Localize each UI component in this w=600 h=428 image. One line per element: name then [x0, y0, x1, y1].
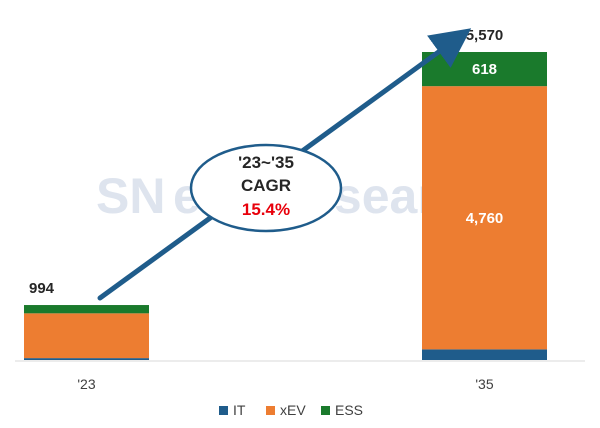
- segment-label-ess-2: 618: [472, 61, 497, 78]
- bar-segment-ess-1: [24, 305, 149, 314]
- total-label-2: 5,570: [466, 27, 504, 44]
- legend-label-ess: ESS: [335, 402, 363, 418]
- cagr-period: '23~'35: [238, 153, 294, 172]
- legend: IT xEV ESS: [219, 402, 363, 418]
- cagr-ellipse: [189, 143, 343, 233]
- legend-swatch-xev: [266, 406, 275, 415]
- bar-segment-it-1: [24, 358, 149, 360]
- cagr-callout: '23~'35 CAGR 15.4%: [189, 143, 343, 233]
- bar-segment-xev-1: [24, 313, 149, 359]
- bar-segment-it-2: [422, 349, 547, 360]
- total-label-1: 994: [29, 280, 55, 297]
- x-tick-label-1: '23: [77, 376, 95, 392]
- bars-group: 994 '23 4,760 618 5,570 '35: [24, 27, 547, 392]
- watermark-brand-a: SN: [96, 168, 165, 224]
- segment-label-xev-2: 4,760: [466, 210, 504, 227]
- x-tick-label-2: '35: [475, 376, 493, 392]
- legend-label-it: IT: [233, 402, 246, 418]
- cagr-label: CAGR: [241, 176, 291, 195]
- legend-swatch-ess: [321, 406, 330, 415]
- legend-swatch-it: [219, 406, 228, 415]
- cagr-value: 15.4%: [242, 200, 290, 219]
- bar-segment-xev-2: [422, 86, 547, 350]
- legend-label-xev: xEV: [280, 402, 306, 418]
